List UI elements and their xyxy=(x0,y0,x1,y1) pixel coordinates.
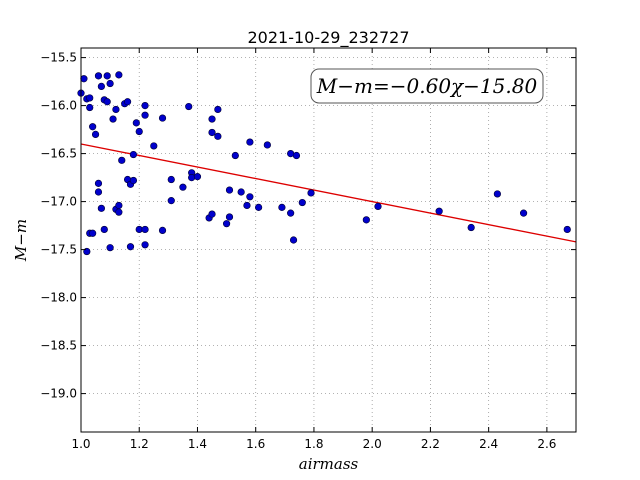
y-tick-label: −17.0 xyxy=(40,195,77,209)
data-point xyxy=(106,244,114,252)
data-point xyxy=(185,102,193,111)
data-point xyxy=(115,201,123,210)
data-point xyxy=(97,204,105,212)
x-tick-label: 2.2 xyxy=(421,437,440,451)
data-point xyxy=(141,111,149,119)
data-point xyxy=(237,188,245,196)
fit-equation: M−m=−0.60χ−15.80 xyxy=(316,74,538,98)
data-point xyxy=(208,128,216,137)
data-point xyxy=(112,105,120,114)
y-tick-label: −16.5 xyxy=(40,147,77,161)
data-point xyxy=(231,151,239,160)
data-point xyxy=(225,186,234,194)
data-point xyxy=(493,190,501,198)
data-point xyxy=(467,223,475,232)
data-point xyxy=(100,225,108,234)
y-tick-label: −16.0 xyxy=(40,99,77,113)
data-point xyxy=(263,141,271,149)
data-point xyxy=(86,103,94,112)
y-tick-label: −19.0 xyxy=(40,387,77,401)
data-point xyxy=(287,209,295,217)
data-point xyxy=(94,188,103,196)
data-point xyxy=(94,179,103,187)
data-point xyxy=(255,203,263,211)
data-point xyxy=(141,101,149,110)
chart-title: 2021-10-29_232727 xyxy=(247,28,409,48)
data-point xyxy=(118,156,126,164)
fit-line xyxy=(80,143,577,243)
data-point xyxy=(563,225,571,234)
data-point xyxy=(132,119,140,127)
data-point xyxy=(179,183,187,191)
data-point xyxy=(94,72,103,80)
y-tick-label: −18.0 xyxy=(40,291,77,305)
data-point xyxy=(246,138,254,146)
data-point xyxy=(89,229,97,237)
x-tick-label: 2.0 xyxy=(363,437,382,451)
data-point xyxy=(298,198,306,207)
data-point xyxy=(292,151,301,160)
points-layer xyxy=(77,71,571,256)
data-point xyxy=(362,216,370,224)
data-point xyxy=(129,176,138,185)
fit-layer xyxy=(80,143,577,243)
data-point xyxy=(129,150,138,159)
y-tick-label: −18.5 xyxy=(40,339,77,353)
data-point xyxy=(519,209,528,217)
data-point xyxy=(106,79,114,88)
x-tick-label: 2.6 xyxy=(537,437,556,451)
data-point xyxy=(135,127,143,136)
x-axis-label: airmass xyxy=(299,455,359,473)
x-tick-label: 1.2 xyxy=(130,437,149,451)
data-point xyxy=(222,220,231,228)
data-point xyxy=(167,175,175,184)
data-point xyxy=(435,207,443,215)
data-point xyxy=(374,202,382,210)
data-point xyxy=(243,201,251,210)
x-tick-label: 1.8 xyxy=(304,437,323,451)
data-point xyxy=(246,193,254,201)
annotation-box xyxy=(310,68,544,104)
data-point xyxy=(86,94,94,102)
data-point xyxy=(123,98,132,106)
data-point xyxy=(141,241,149,249)
data-point xyxy=(103,98,111,106)
data-point xyxy=(225,213,234,221)
data-point xyxy=(150,142,158,150)
plot-frame xyxy=(80,47,577,433)
data-point xyxy=(115,208,123,216)
data-point xyxy=(97,82,105,90)
data-point xyxy=(89,123,97,131)
data-point xyxy=(158,226,167,234)
y-tick-label: −15.5 xyxy=(40,51,77,65)
data-point xyxy=(115,71,123,79)
data-point xyxy=(103,72,111,80)
data-point xyxy=(289,236,298,244)
data-point xyxy=(208,210,216,218)
data-point xyxy=(91,130,100,138)
x-tick-label: 1.4 xyxy=(188,437,207,451)
data-point xyxy=(193,173,202,181)
x-tick-label: 1.6 xyxy=(246,437,265,451)
data-point xyxy=(109,115,117,123)
data-point xyxy=(80,75,88,83)
x-tick-label: 1.0 xyxy=(71,437,90,451)
y-tick-label: −17.5 xyxy=(40,243,77,257)
data-point xyxy=(141,225,149,234)
data-point xyxy=(214,132,222,140)
data-point xyxy=(167,197,175,205)
data-point xyxy=(307,189,315,197)
data-point xyxy=(126,243,135,251)
y-axis-label: M−m xyxy=(12,219,30,262)
data-point xyxy=(278,203,286,211)
data-point xyxy=(158,114,167,122)
data-point xyxy=(188,174,196,182)
data-point xyxy=(208,115,216,123)
x-tick-label: 2.4 xyxy=(479,437,498,451)
grid-layer xyxy=(80,48,576,432)
data-point xyxy=(214,105,222,114)
ticks-layer: 1.0 1.2 1.4 1.6 1.8 2.0 2.2 2.4 2.6 −15.5 −16.0 −16… xyxy=(40,48,576,451)
